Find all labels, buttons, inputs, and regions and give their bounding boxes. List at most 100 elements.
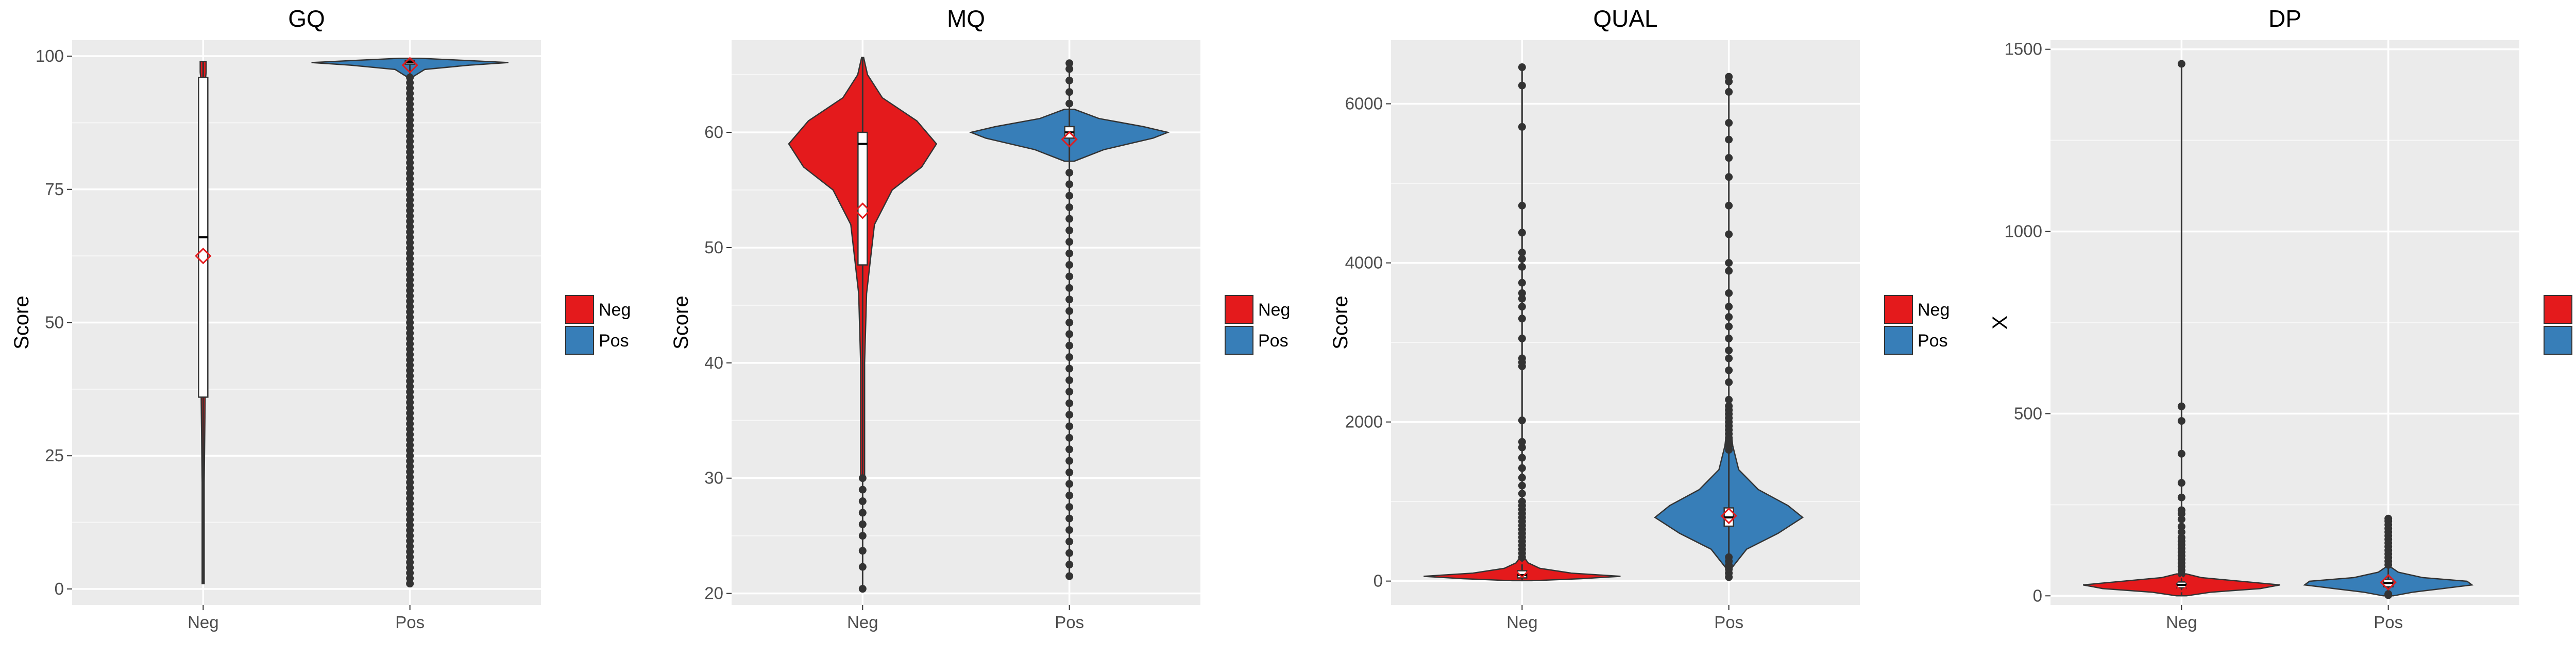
outlier-point — [1518, 464, 1526, 472]
legend-item-neg: Neg — [565, 295, 631, 324]
outlier-point — [1725, 173, 1733, 181]
legend-label: Pos — [1918, 331, 1948, 351]
outlier-point — [1518, 474, 1526, 482]
outlier-point — [406, 260, 414, 268]
outlier-point — [406, 153, 414, 162]
outlier-point — [406, 537, 414, 545]
outlier-point — [406, 553, 414, 561]
outlier-point — [1065, 261, 1074, 269]
outlier-point — [406, 73, 414, 81]
y-tick-label: 6000 — [1345, 94, 1383, 113]
legend-item-neg: Neg — [1884, 295, 1950, 324]
outlier-point — [1725, 230, 1733, 238]
outlier-point — [1065, 503, 1074, 511]
y-axis-title: Score — [670, 296, 692, 350]
legend-label: Neg — [599, 300, 631, 320]
outlier-point — [406, 217, 414, 226]
outlier-point — [406, 569, 414, 577]
outlier-point — [1065, 226, 1074, 234]
outlier-point — [1518, 81, 1526, 90]
legend-key — [1884, 326, 1913, 355]
outlier-point — [406, 79, 414, 87]
outlier-point — [1065, 365, 1074, 373]
outlier-point — [406, 206, 414, 215]
outlier-point — [406, 383, 414, 391]
outlier-point — [2384, 590, 2393, 598]
outlier-point — [406, 319, 414, 326]
legend-key — [565, 326, 594, 355]
outlier-point — [406, 361, 414, 369]
outlier-point — [1725, 395, 1733, 404]
outlier-point — [1065, 457, 1074, 465]
outlier-point — [406, 531, 414, 540]
legend-key — [1225, 295, 1253, 324]
panel-dp: 050010001500NegPosDPXNegPos — [1989, 5, 2572, 632]
outlier-point — [406, 489, 414, 497]
outlier-point — [406, 542, 414, 550]
outlier-point — [1065, 526, 1074, 534]
outlier-point — [1065, 388, 1074, 396]
legend-key — [2544, 295, 2572, 324]
outlier-point — [2177, 528, 2185, 536]
outlier-point — [1065, 445, 1074, 454]
x-tick-label: Pos — [1714, 613, 1743, 632]
outlier-point — [406, 499, 414, 508]
y-tick-label: 50 — [45, 313, 64, 332]
y-tick-label: 60 — [704, 123, 723, 142]
outlier-point — [406, 580, 414, 588]
legend-item-pos: Pos — [565, 326, 629, 355]
outlier-point — [1518, 249, 1526, 257]
violin-neg — [2082, 60, 2280, 597]
outlier-point — [406, 367, 414, 375]
outlier-point — [1065, 88, 1074, 96]
outlier-point — [406, 473, 414, 481]
outlier-point — [406, 483, 414, 492]
violin-pos — [311, 57, 509, 588]
mean-marker — [2380, 574, 2397, 591]
panel-title: DP — [2268, 5, 2301, 32]
outlier-point — [1065, 422, 1074, 430]
outlier-point — [1065, 99, 1074, 108]
outlier-point — [1725, 322, 1733, 331]
outlier-point — [406, 106, 414, 114]
outlier-point — [1518, 334, 1526, 342]
outlier-point — [406, 84, 414, 92]
outlier-point — [406, 164, 414, 172]
outlier-point — [1518, 443, 1526, 452]
outlier-point — [406, 521, 414, 529]
outlier-point — [1725, 346, 1733, 355]
outlier-point — [1518, 497, 1526, 506]
outlier-point — [1065, 284, 1074, 292]
outlier-point — [1518, 315, 1526, 323]
outlier-point — [406, 190, 414, 199]
legend-key — [2544, 326, 2572, 355]
outlier-point — [406, 137, 414, 146]
y-tick-label: 2000 — [1345, 412, 1383, 431]
outlier-point — [1725, 313, 1733, 321]
legend-item-pos: Pos — [2544, 326, 2572, 355]
outlier-point — [406, 393, 414, 401]
legend-key — [1884, 295, 1913, 324]
outlier-point — [2177, 506, 2185, 514]
panel-title: QUAL — [1593, 5, 1657, 32]
outlier-point — [858, 585, 867, 593]
outlier-point — [858, 520, 867, 528]
outlier-point — [1065, 561, 1074, 569]
mean-marker — [1720, 507, 1737, 525]
outlier-point — [406, 159, 414, 167]
outlier-point — [406, 238, 414, 247]
outlier-point — [406, 446, 414, 455]
outlier-point — [406, 292, 414, 300]
outlier-point — [1518, 417, 1526, 425]
outlier-point — [406, 388, 414, 396]
outlier-point — [406, 377, 414, 385]
outlier-point — [406, 201, 414, 210]
outlier-point — [1518, 454, 1526, 462]
outlier-point — [1725, 135, 1733, 144]
y-tick-label: 100 — [36, 46, 64, 65]
outlier-point — [1518, 63, 1526, 72]
outlier-point — [1725, 378, 1733, 386]
outlier-point — [1065, 376, 1074, 384]
outlier-point — [1518, 354, 1526, 362]
outlier-point — [406, 441, 414, 449]
